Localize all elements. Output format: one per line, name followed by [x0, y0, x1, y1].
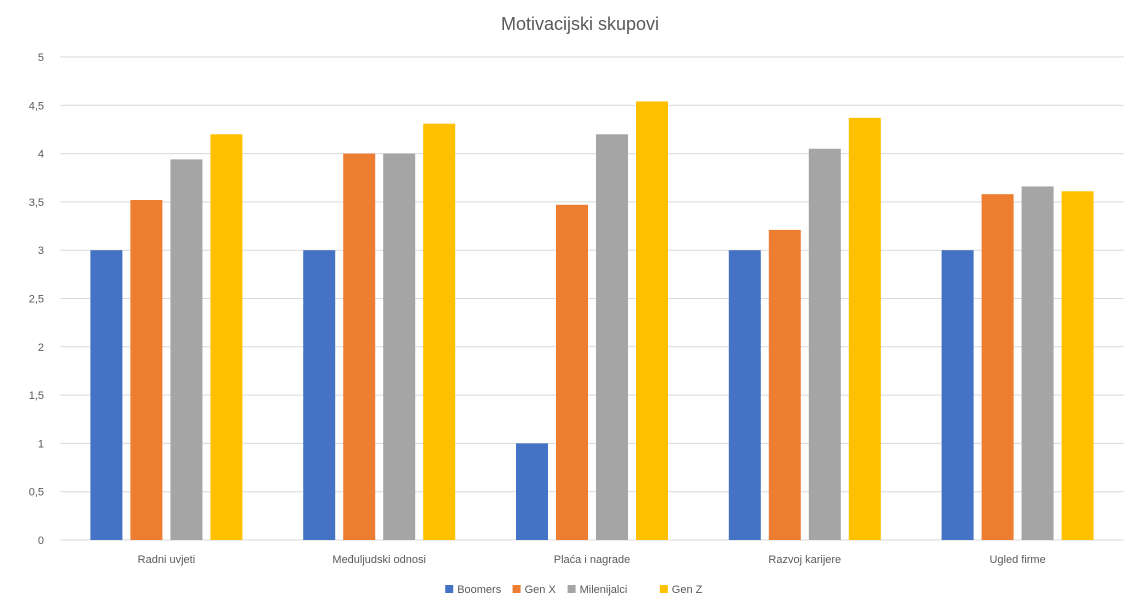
bar-gen-z	[423, 123, 456, 541]
bar-gen-x	[556, 204, 588, 540]
bar-gen-x	[768, 229, 801, 540]
legend-swatch	[567, 585, 576, 593]
y-tick-label: 5	[38, 52, 44, 64]
bar-boomers	[90, 250, 123, 540]
y-axis-tick-labels: 0 0,5 1 1,5 2 2,5 3 3,5 4 4,5 5	[29, 52, 44, 547]
bar-milenijalci	[383, 153, 416, 540]
bar-milenijalci	[1021, 186, 1054, 540]
bar-milenijalci	[808, 148, 841, 540]
x-tick-label: Ugled firme	[989, 554, 1045, 566]
legend-swatch	[445, 585, 454, 593]
bar-gen-z	[210, 134, 243, 540]
bar-boomers	[728, 250, 761, 540]
bar-gen-z	[1061, 191, 1094, 541]
bar-gen-z	[636, 101, 668, 540]
legend-label: Boomers	[457, 584, 502, 596]
legend-label: Gen X	[525, 584, 557, 596]
y-tick-label: 2	[38, 342, 44, 354]
bar-gen-z	[848, 117, 881, 540]
legend-label: Gen Z	[672, 584, 703, 596]
x-axis-tick-labels: Radni uvjeti Međuljudski odnosi Plaća i na…	[138, 554, 1046, 566]
legend-label: Milenijalci	[580, 584, 628, 596]
legend-swatch	[512, 585, 521, 593]
bar-gen-x	[130, 199, 163, 540]
x-tick-label: Međuljudski odnosi	[332, 554, 426, 566]
x-tick-label: Razvoj karijere	[768, 554, 841, 566]
bar-boomers	[941, 250, 974, 540]
bar-gen-x	[343, 153, 376, 540]
bars	[90, 101, 1094, 541]
x-tick-label: Radni uvjeti	[138, 554, 195, 566]
y-tick-label: 1	[38, 438, 44, 450]
bar-boomers	[303, 250, 336, 540]
bar-milenijalci	[596, 134, 628, 540]
y-tick-label: 3,5	[29, 197, 44, 209]
bar-milenijalci	[170, 159, 203, 540]
y-tick-label: 4	[38, 149, 44, 161]
y-tick-label: 0,5	[29, 487, 44, 499]
x-tick-label: Plaća i nagrade	[554, 554, 630, 566]
y-tick-label: 2,5	[29, 294, 44, 306]
bar-gen-x	[981, 194, 1014, 540]
y-tick-label: 4,5	[29, 100, 44, 112]
y-tick-label: 1,5	[29, 390, 44, 402]
chart-title: Motivacijski skupovi	[501, 14, 659, 34]
legend: Boomers Gen X Milenijalci Gen Z	[445, 584, 703, 596]
y-tick-label: 3	[38, 245, 44, 257]
bar-boomers	[516, 443, 548, 540]
legend-swatch	[659, 585, 668, 593]
y-tick-label: 0	[38, 535, 44, 547]
